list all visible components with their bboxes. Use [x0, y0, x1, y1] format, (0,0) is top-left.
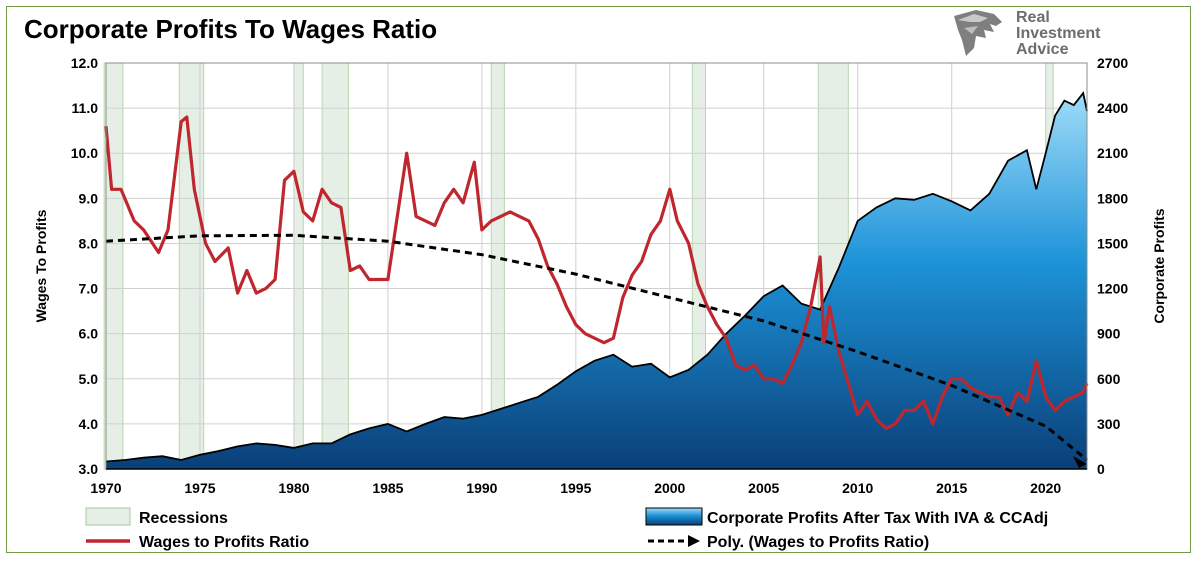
- legend-label-ratio: Wages to Profits Ratio: [139, 534, 309, 551]
- y-left-axis-title: Wages To Profits: [33, 209, 49, 322]
- y-left-tick-label: 9.0: [79, 190, 99, 206]
- y-right-tick-label: 1200: [1097, 281, 1128, 297]
- y-right-tick-label: 2700: [1097, 55, 1128, 71]
- x-tick-label: 2000: [654, 480, 685, 496]
- brand-line: Investment: [1016, 25, 1101, 42]
- y-left-tick-label: 3.0: [79, 461, 99, 477]
- brand-line: Advice: [1016, 41, 1069, 58]
- x-tick-label: 1995: [560, 480, 591, 496]
- eagle-icon: [954, 10, 1002, 56]
- y-left-tick-label: 4.0: [79, 416, 99, 432]
- y-left-tick-label: 11.0: [72, 100, 99, 116]
- x-tick-label: 2010: [842, 480, 873, 496]
- x-tick-label: 2020: [1030, 480, 1061, 496]
- legend-trend-arrowhead: [688, 535, 700, 547]
- y-right-tick-label: 300: [1097, 416, 1121, 432]
- brand-line: Real: [1016, 9, 1050, 26]
- brand-logo: Real Investment Advice: [950, 6, 1130, 64]
- y-right-tick-label: 900: [1097, 326, 1121, 342]
- y-left-tick-label: 5.0: [79, 371, 99, 387]
- recession-band: [321, 62, 349, 470]
- x-tick-label: 1980: [278, 480, 309, 496]
- y-right-axis-title: Corporate Profits: [1151, 208, 1167, 323]
- profits-area: [106, 93, 1087, 469]
- y-left-tick-label: 12.0: [71, 55, 98, 71]
- legend-label-trend: Poly. (Wages to Profits Ratio): [707, 534, 929, 551]
- chart-title: Corporate Profits To Wages Ratio: [24, 14, 438, 44]
- ratio-line: [104, 115, 1089, 430]
- y-right-tick-label: 600: [1097, 371, 1121, 387]
- x-tick-label: 1985: [372, 480, 403, 496]
- y-left-tick-label: 6.0: [79, 326, 99, 342]
- x-tick-label: 2015: [936, 480, 967, 496]
- y-right-tick-label: 0: [1097, 461, 1105, 477]
- y-left-tick-label: 10.0: [71, 145, 98, 161]
- x-tick-label: 2005: [748, 480, 779, 496]
- y-right-tick-label: 1800: [1097, 190, 1128, 206]
- brand-text: Real Investment Advice: [1016, 10, 1130, 58]
- legend-label-recessions: Recessions: [139, 510, 228, 527]
- profits-outline: [105, 91, 1088, 463]
- legend-swatch-recessions: [85, 507, 131, 526]
- y-right-tick-label: 2100: [1097, 145, 1128, 161]
- recession-band: [293, 62, 304, 470]
- y-right-tick-label: 2400: [1097, 100, 1128, 116]
- trend-arrowhead: [1073, 455, 1087, 468]
- legend-label-profits: Corporate Profits After Tax With IVA & C…: [707, 510, 1048, 527]
- x-tick-label: 1970: [90, 480, 121, 496]
- recession-band: [103, 62, 124, 470]
- trend-line: [105, 233, 1088, 462]
- legend-swatch-profits: [645, 507, 703, 526]
- x-tick-label: 1975: [184, 480, 215, 496]
- x-tick-label: 1990: [466, 480, 497, 496]
- y-left-tick-label: 8.0: [79, 235, 99, 251]
- y-right-tick-label: 1500: [1097, 235, 1128, 251]
- y-left-tick-label: 7.0: [79, 281, 99, 297]
